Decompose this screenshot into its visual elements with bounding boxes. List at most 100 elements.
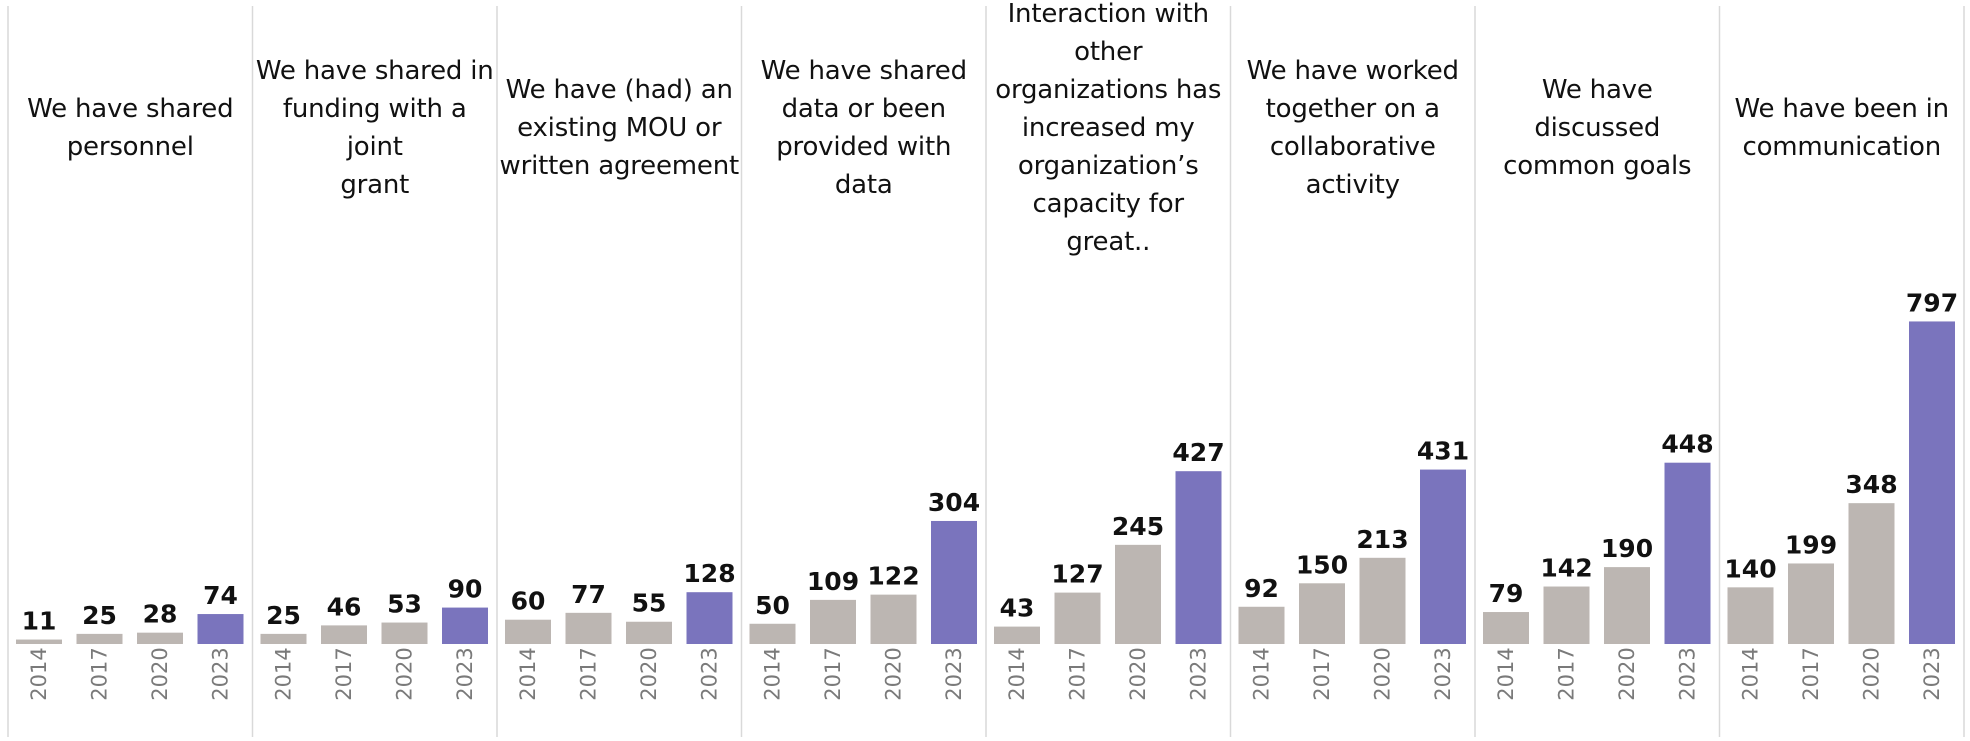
bar-2017 [1054,592,1101,644]
panel-title: We have shared in funding with a joint gra… [255,3,495,253]
bar-2017 [1299,583,1345,644]
x-tick-label: 2014 [1250,647,1274,700]
bar-2023 [1420,469,1466,644]
panel-title-line: We have shared [27,94,234,124]
panel-title-line: collaborative [1269,132,1436,162]
bar-2023 [931,520,977,644]
panel-title-line: funding with a joint [282,94,467,162]
panel-title-line: We have discussed [1534,75,1661,143]
bar-2020 [870,594,917,644]
x-tick-label: 2023 [698,647,722,700]
bar-value-label: 448 [1661,430,1713,459]
panel-title-line: We have been in [1734,94,1950,124]
panel-title-line: capacity for great.. [1032,189,1185,257]
x-tick-label: 2023 [1676,647,1700,700]
bar-2017 [1543,586,1590,644]
bar-value-label: 46 [327,592,362,621]
bar-2023 [1175,471,1222,644]
bar-value-label: 213 [1356,525,1408,554]
panel-title: We have discussed common goals [1477,3,1717,253]
bar-2023 [1664,462,1711,644]
x-tick-label: 2020 [637,647,661,700]
bar-2023 [1909,321,1955,644]
panel-title-line: provided with data [776,132,952,200]
x-tick-label: 2020 [1126,647,1150,700]
x-tick-label: 2020 [1371,647,1395,700]
x-tick-label: 2023 [1187,647,1211,700]
bar-value-label: 128 [683,559,735,588]
x-tick-label: 2017 [88,647,112,700]
bar-value-label: 427 [1172,438,1224,467]
x-tick-label: 2017 [821,647,845,700]
panel-title-line: increased my [1021,113,1195,143]
panel-title-line: common goals [1503,151,1692,181]
panel-title-line: We have shared [760,56,967,86]
panel-title: We have (had) an existing MOU or written a… [499,3,740,253]
x-tick-label: 2023 [942,647,966,700]
panel-title-line: personnel [66,132,194,162]
panel-title-line: We have worked [1246,56,1459,86]
bar-value-label: 79 [1489,579,1524,608]
bar-2014 [16,639,62,644]
x-tick-label: 2023 [209,647,233,700]
bar-value-label: 25 [266,601,301,630]
bar-2023 [197,614,244,644]
x-tick-label: 2020 [148,647,172,700]
bar-2020 [1359,557,1406,644]
bar-2014 [1483,612,1529,644]
panel-title-line: other [1074,37,1143,67]
x-tick-label: 2014 [516,647,540,700]
x-tick-label: 2014 [761,647,785,700]
bar-value-label: 304 [928,488,980,517]
x-tick-label: 2017 [1066,647,1090,700]
panel-title-line: Interaction with [1007,0,1209,29]
bar-value-label: 53 [387,590,422,619]
bar-value-label: 127 [1051,560,1103,589]
bar-2014 [1727,587,1774,644]
x-tick-label: 2023 [1920,647,1944,700]
x-tick-label: 2014 [1494,647,1518,700]
bar-value-label: 431 [1417,437,1469,466]
panel-title: We have shared personnel [10,3,250,253]
bar-value-label: 199 [1785,530,1837,559]
panel-title-line: activity [1305,170,1400,200]
panel-title-line: We have shared in [255,56,494,86]
panel-title: We have been in communication [1722,3,1962,253]
x-tick-label: 2020 [393,647,417,700]
x-tick-label: 2023 [1431,647,1455,700]
x-tick-label: 2017 [1310,647,1334,700]
bar-2017 [810,599,856,644]
bar-value-label: 11 [22,607,57,636]
bar-value-label: 245 [1112,512,1164,541]
x-tick-label: 2017 [577,647,601,700]
x-tick-label: 2017 [1799,647,1823,700]
panel-title-line: together on a [1265,94,1440,124]
bar-value-label: 25 [82,601,117,630]
x-tick-label: 2014 [1005,647,1029,700]
bar-2023 [442,607,488,644]
panel-title-line: existing MOU or [517,113,722,143]
bar-value-label: 50 [755,591,790,620]
bar-2014 [994,626,1040,644]
bar-2020 [381,622,428,644]
bar-value-label: 90 [448,575,483,604]
bar-2014 [260,633,307,644]
bar-2014 [749,623,796,644]
x-tick-label: 2014 [1739,647,1763,700]
bar-2014 [505,619,551,644]
panel-title-line: data or been [781,94,946,124]
bar-value-label: 140 [1724,554,1776,583]
bar-2023 [686,592,733,644]
bar-value-label: 142 [1540,554,1592,583]
x-tick-label: 2014 [27,647,51,700]
bar-value-label: 28 [143,600,178,629]
x-tick-label: 2020 [1860,647,1884,700]
bar-value-label: 797 [1906,288,1958,317]
bar-2014 [1238,606,1285,644]
x-tick-label: 2020 [1615,647,1639,700]
panel-title: Interaction with other organizations has in… [988,0,1228,257]
bar-2020 [137,632,183,644]
panel-title: We have shared data or been provided with … [744,3,984,253]
